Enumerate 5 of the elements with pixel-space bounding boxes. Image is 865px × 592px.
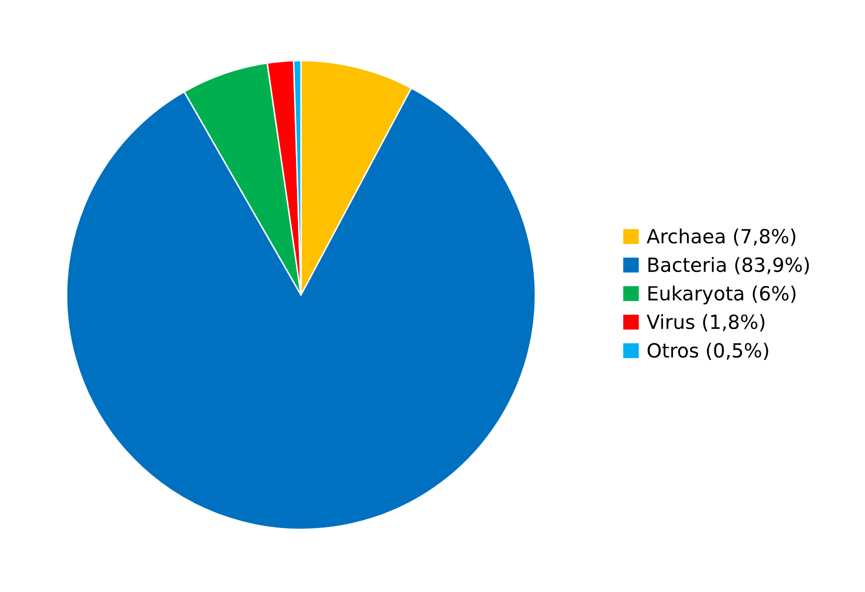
legend-label: Virus (1,8%) — [646, 314, 764, 332]
legend-label: Archaea (7,8%) — [646, 228, 796, 246]
legend-label: Bacteria (83,9%) — [648, 257, 809, 274]
legend-label: Otros (0,5%) — [648, 342, 768, 360]
legend-label: Eukaryota (6%) — [648, 286, 796, 304]
